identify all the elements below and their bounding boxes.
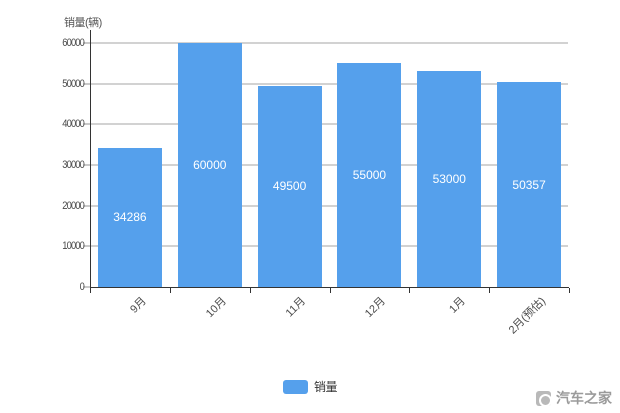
y-axis-tick-label: 50000 xyxy=(62,77,85,90)
legend-swatch xyxy=(282,379,308,394)
x-axis-tick-label: 1月 xyxy=(447,295,468,316)
gridline xyxy=(91,164,568,166)
bar-value-label: 50357 xyxy=(512,177,546,192)
bar[interactable]: 49500 xyxy=(257,85,322,287)
x-axis-tick xyxy=(569,288,570,293)
watermark: 汽车之家 xyxy=(536,388,612,408)
x-axis-tick-label: 9月 xyxy=(127,295,149,316)
x-axis-line xyxy=(90,287,569,288)
bar-value-label: 53000 xyxy=(432,172,466,187)
y-axis-tick-label: 60000 xyxy=(62,37,85,49)
y-axis-tick-label: 10000 xyxy=(62,240,85,253)
bar-value-label: 60000 xyxy=(193,158,227,172)
bar[interactable]: 60000 xyxy=(177,43,242,287)
x-axis-tick-label: 12月 xyxy=(363,295,389,321)
y-axis-tick xyxy=(83,286,90,288)
y-axis-tick xyxy=(83,245,90,248)
x-axis-tick xyxy=(90,288,91,293)
y-axis-tick xyxy=(83,164,90,166)
bar-value-label: 55000 xyxy=(352,168,387,183)
y-axis-tick xyxy=(83,204,90,207)
bar-value-label: 34286 xyxy=(113,210,147,225)
y-axis-tick xyxy=(83,123,90,126)
x-axis-tick-label: 10月 xyxy=(203,295,229,321)
y-axis-tick-label: 20000 xyxy=(62,199,85,212)
x-axis-tick xyxy=(249,288,251,293)
gridline xyxy=(91,245,568,248)
legend-label: 销量 xyxy=(313,380,338,394)
gridline xyxy=(91,204,568,207)
y-axis-tick xyxy=(83,82,90,85)
x-axis-tick-label: 11月 xyxy=(283,295,309,320)
y-axis-line xyxy=(90,30,91,288)
y-axis-tick-label: 30000 xyxy=(62,159,85,171)
x-axis-tick-label: 2月(预估) xyxy=(506,295,548,337)
bar[interactable]: 34286 xyxy=(97,147,162,287)
y-axis-tick-label: 0 xyxy=(79,281,85,293)
bar[interactable]: 55000 xyxy=(337,63,402,287)
gridline xyxy=(91,82,568,85)
chart-legend[interactable]: 销量 xyxy=(0,378,620,395)
bar[interactable]: 50357 xyxy=(497,82,562,287)
y-axis-tick xyxy=(83,42,90,44)
autohome-logo-icon xyxy=(536,390,552,407)
x-axis-tick xyxy=(169,288,171,293)
bar[interactable]: 53000 xyxy=(417,71,482,287)
y-axis-title: 销量(辆) xyxy=(64,17,102,29)
x-axis-tick xyxy=(409,288,411,293)
gridline xyxy=(91,123,568,126)
x-axis-tick xyxy=(329,288,331,293)
y-axis-tick-label: 40000 xyxy=(62,118,85,131)
gridline xyxy=(91,42,568,44)
watermark-text: 汽车之家 xyxy=(556,390,612,406)
bar-value-label: 49500 xyxy=(272,179,307,194)
x-axis-tick xyxy=(489,288,491,293)
